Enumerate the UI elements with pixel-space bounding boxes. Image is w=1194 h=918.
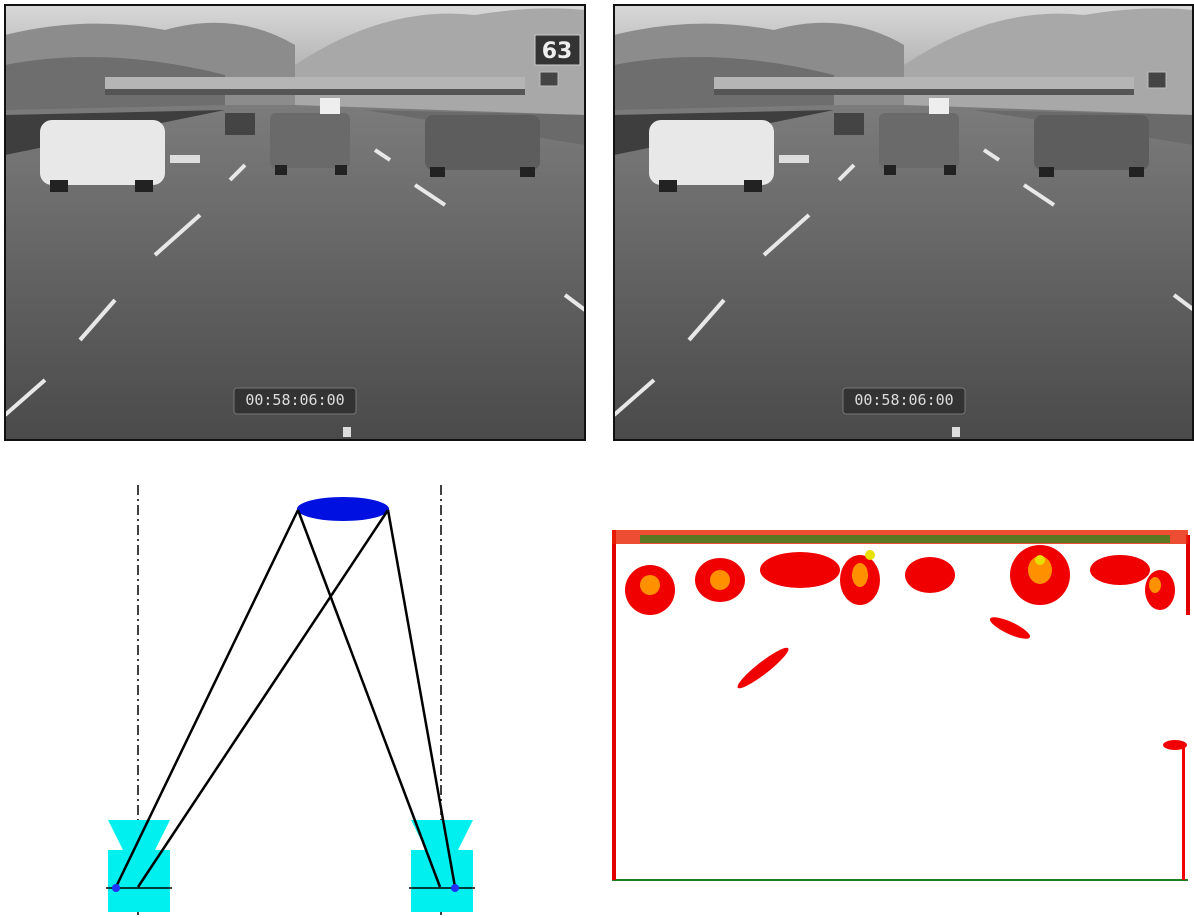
right-photo: 00:58:06:00 <box>613 4 1194 441</box>
stereo-diagram <box>106 485 475 918</box>
left-photo: 63 00:58:06:00 <box>4 4 586 441</box>
timecode: 00:58:06:00 <box>245 391 344 409</box>
disparity-map <box>612 530 1190 881</box>
timecode: 00:58:06:00 <box>854 391 953 409</box>
speed-sign: 63 <box>542 39 573 64</box>
